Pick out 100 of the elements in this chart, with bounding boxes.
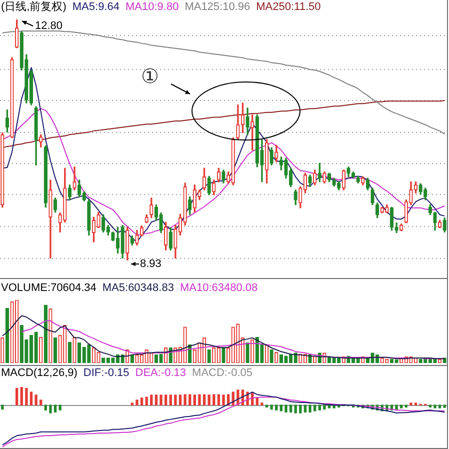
- text: MA10:9.80: [125, 1, 179, 13]
- candlestick: [202, 168, 206, 190]
- chart-title: (日线,前复权): [1, 1, 66, 13]
- bar: [404, 404, 408, 408]
- candlestick: [14, 20, 19, 48]
- candlestick: [10, 57, 14, 138]
- candlestick: [366, 178, 370, 190]
- bar: [313, 404, 316, 412]
- candlestick: [222, 170, 226, 184]
- candlestick: [5, 110, 10, 133]
- bar: [140, 398, 144, 406]
- bar: [434, 404, 436, 408]
- bar: [178, 394, 182, 406]
- text: DIF:-0.15: [83, 367, 130, 379]
- candlestick: [68, 184, 72, 200]
- candlestick: [72, 166, 76, 190]
- chart-title: MACD(12,26,9): [1, 367, 78, 379]
- candlestick: [20, 31, 24, 70]
- candlestick: [198, 190, 202, 200]
- text: MA5:9.64: [72, 1, 120, 13]
- candlestick: [63, 168, 67, 222]
- text: MA10:63480.08: [180, 282, 258, 294]
- text: MA250:11.50: [256, 1, 321, 13]
- bar: [202, 394, 206, 406]
- candlestick: [212, 180, 216, 196]
- bar: [414, 402, 418, 406]
- candlestick: [0, 132, 4, 208]
- candlestick: [337, 181, 341, 190]
- bar: [256, 398, 258, 406]
- bar: [44, 404, 47, 410]
- candlestick: [404, 199, 408, 224]
- annotation: 12.80: [35, 20, 63, 32]
- bar: [198, 394, 201, 406]
- bar: [184, 394, 186, 406]
- bar: [265, 404, 268, 408]
- bar: [15, 388, 18, 406]
- bar: [164, 394, 168, 406]
- bar: [169, 394, 172, 406]
- candlestick: [370, 188, 374, 206]
- bar: [438, 404, 442, 408]
- text: MA125:10.96: [184, 1, 250, 13]
- bar: [54, 404, 57, 413]
- bar: [34, 394, 38, 406]
- bar: [284, 404, 288, 413]
- bar: [217, 394, 220, 406]
- bar: [428, 404, 432, 408]
- text: MA5:60348.83: [102, 282, 174, 294]
- candlestick: [34, 106, 38, 166]
- candlestick: [424, 188, 428, 200]
- bar: [318, 404, 321, 410]
- candlestick: [308, 174, 312, 188]
- bar: [174, 394, 177, 406]
- bar: [299, 404, 302, 414]
- candlestick: [270, 147, 274, 166]
- bar: [294, 404, 297, 414]
- candlestick: [342, 170, 346, 190]
- bar: [400, 404, 403, 408]
- candlestick: [322, 172, 326, 184]
- text: MACD:-0.05: [192, 367, 253, 379]
- candlestick: [264, 139, 269, 184]
- annotation: ①: [141, 64, 159, 88]
- bar: [260, 402, 264, 406]
- candlestick: [44, 145, 48, 208]
- bar: [150, 394, 153, 406]
- bar: [222, 394, 225, 406]
- bar: [304, 404, 307, 413]
- bar: [193, 394, 196, 406]
- candlestick: [274, 144, 278, 162]
- bar: [40, 400, 42, 406]
- bar: [270, 404, 273, 410]
- candlestick: [216, 168, 221, 182]
- candlestick: [332, 178, 336, 186]
- bar: [1, 404, 4, 410]
- bar: [154, 394, 158, 406]
- bar: [49, 404, 52, 414]
- candlestick: [207, 176, 211, 196]
- bar: [130, 402, 134, 406]
- bar: [208, 394, 210, 406]
- candlestick: [380, 206, 384, 214]
- candlestick: [126, 226, 130, 260]
- bar: [323, 404, 326, 410]
- candlestick: [390, 206, 394, 231]
- bar: [212, 394, 216, 406]
- text: DEA:-0.13: [135, 367, 186, 379]
- bar: [410, 402, 412, 406]
- bar: [160, 394, 162, 406]
- candlestick: [87, 199, 91, 236]
- bar: [395, 404, 398, 410]
- candlestick: [327, 172, 332, 182]
- bar: [58, 404, 62, 410]
- candlestick: [418, 183, 422, 195]
- bar: [30, 392, 33, 406]
- bar: [289, 404, 292, 413]
- bar: [136, 400, 138, 406]
- bar: [188, 394, 192, 406]
- bar: [275, 404, 278, 410]
- candlestick: [48, 180, 52, 258]
- bar: [308, 404, 312, 413]
- chart-title: VOLUME:70604.34: [1, 282, 96, 294]
- bar: [280, 404, 283, 412]
